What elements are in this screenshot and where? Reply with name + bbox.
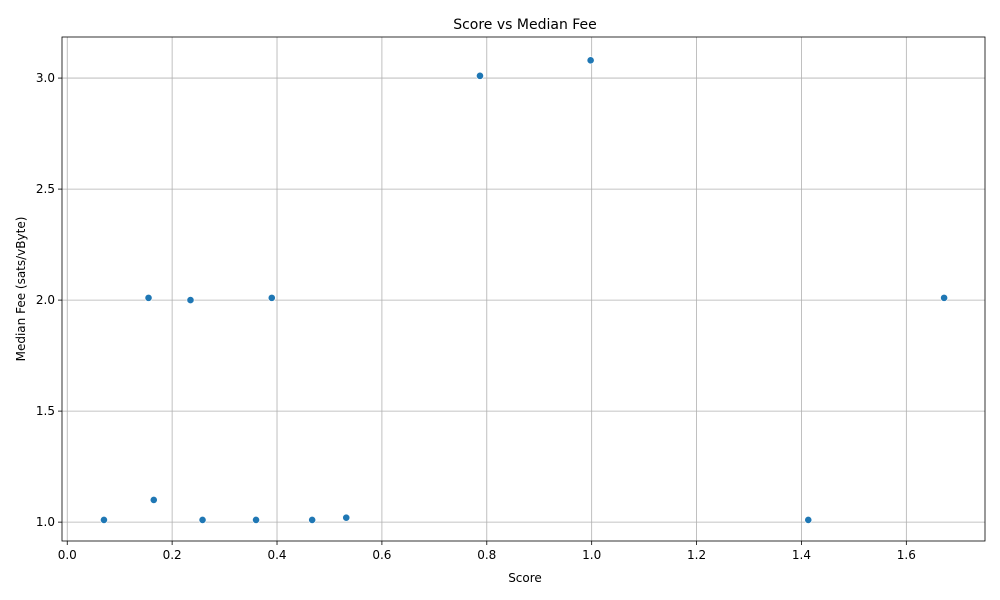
data-point <box>100 516 108 524</box>
x-tick-label: 0.6 <box>372 548 391 562</box>
y-axis-title: Median Fee (sats/vByte) <box>14 217 28 362</box>
grid <box>62 37 985 541</box>
plot-frame <box>61 36 986 542</box>
y-tick-label: 2.0 <box>36 293 55 307</box>
data-point <box>198 516 207 524</box>
data-point <box>476 71 484 80</box>
data-point <box>267 293 276 302</box>
x-tick-label: 1.0 <box>582 548 601 562</box>
x-tick-label: 0.2 <box>163 548 182 562</box>
data-point <box>308 516 317 524</box>
x-tick-label: 1.4 <box>792 548 811 562</box>
x-axis-ticks: 0.0 0.2 0.4 0.6 0.8 1.0 1.2 1.4 1.6 <box>58 541 916 562</box>
y-tick-label: 2.5 <box>36 182 55 196</box>
chart-title: Score vs Median Fee <box>453 17 597 33</box>
y-tick-label: 1.5 <box>36 404 55 418</box>
x-tick-label: 0.8 <box>477 548 496 562</box>
data-points <box>100 56 948 524</box>
data-point <box>342 513 351 522</box>
data-point <box>940 293 948 302</box>
x-tick-label: 0.4 <box>267 548 286 562</box>
data-point <box>252 516 260 524</box>
y-axis-ticks: 1.0 1.5 2.0 2.5 3.0 <box>36 71 62 529</box>
y-tick-label: 3.0 <box>36 71 55 85</box>
data-point <box>186 296 195 305</box>
y-tick-label: 1.0 <box>36 515 55 529</box>
x-tick-label: 1.2 <box>687 548 706 562</box>
x-tick-label: 0.0 <box>58 548 77 562</box>
data-point <box>149 496 158 504</box>
x-axis-title: Score <box>508 571 542 585</box>
x-tick-label: 1.6 <box>897 548 916 562</box>
data-point <box>144 293 153 302</box>
data-point <box>586 56 595 65</box>
data-point <box>804 516 813 524</box>
